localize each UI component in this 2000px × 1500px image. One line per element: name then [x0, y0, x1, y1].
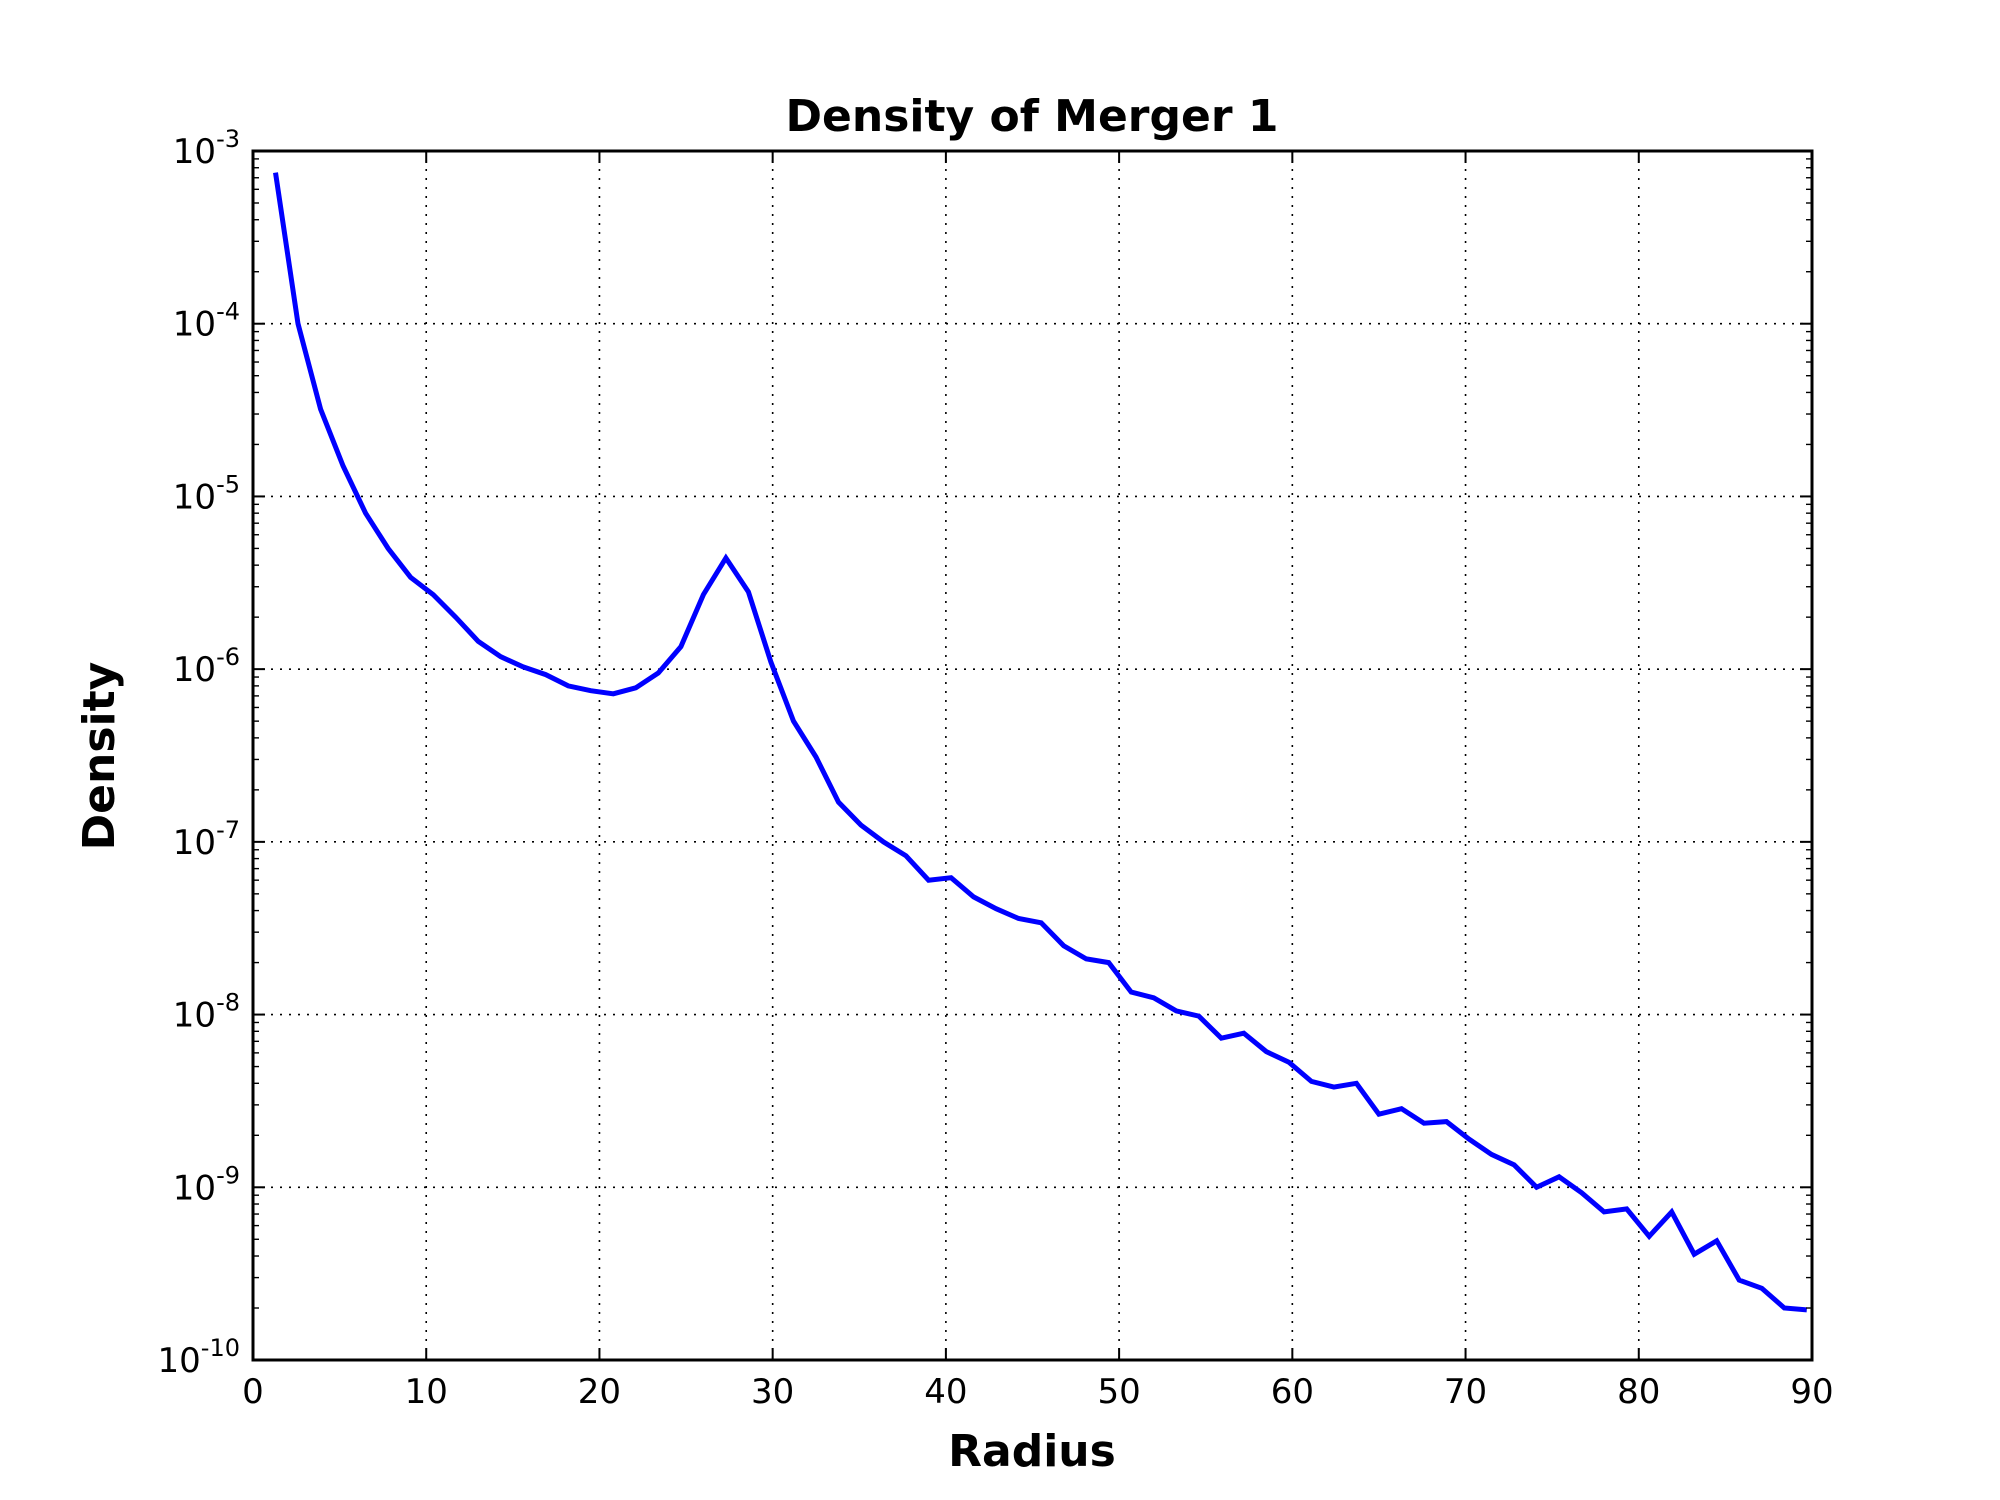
x-axis-label: Radius — [948, 1426, 1116, 1477]
y-tick-label: 10-3 — [173, 125, 240, 172]
x-tick-label: 70 — [1444, 1372, 1487, 1412]
density-series-line — [273, 172, 1808, 1313]
y-tick-labels: 10-3 10-4 10-5 10-6 10-7 10-8 10-9 10-10 — [158, 125, 240, 1381]
plot-frame — [251, 149, 1814, 1362]
x-tick-labels: 0 10 20 30 40 50 60 70 80 90 — [242, 1372, 1833, 1412]
grid-lines — [253, 151, 1812, 1360]
x-tick-label: 50 — [1097, 1372, 1140, 1412]
y-tick-label: 10-4 — [173, 298, 240, 345]
x-tick-label: 40 — [924, 1372, 967, 1412]
y-tick-label: 10-6 — [173, 643, 240, 690]
y-tick-label: 10-5 — [173, 470, 240, 517]
y-axis-label: Density — [74, 662, 125, 851]
data-area — [273, 172, 1808, 1313]
x-tick-label: 80 — [1617, 1372, 1660, 1412]
x-tick-label: 30 — [751, 1372, 794, 1412]
y-tick-label: 10-10 — [158, 1334, 240, 1381]
chart-title: Density of Merger 1 — [786, 91, 1279, 142]
y-tick-label: 10-8 — [173, 989, 240, 1036]
y-tick-label: 10-9 — [173, 1161, 240, 1208]
x-tick-label: 0 — [242, 1372, 264, 1412]
x-tick-label: 90 — [1790, 1372, 1833, 1412]
x-tick-label: 60 — [1271, 1372, 1314, 1412]
x-tick-label: 20 — [578, 1372, 621, 1412]
y-tick-label: 10-7 — [173, 816, 240, 863]
x-tick-label: 10 — [405, 1372, 448, 1412]
